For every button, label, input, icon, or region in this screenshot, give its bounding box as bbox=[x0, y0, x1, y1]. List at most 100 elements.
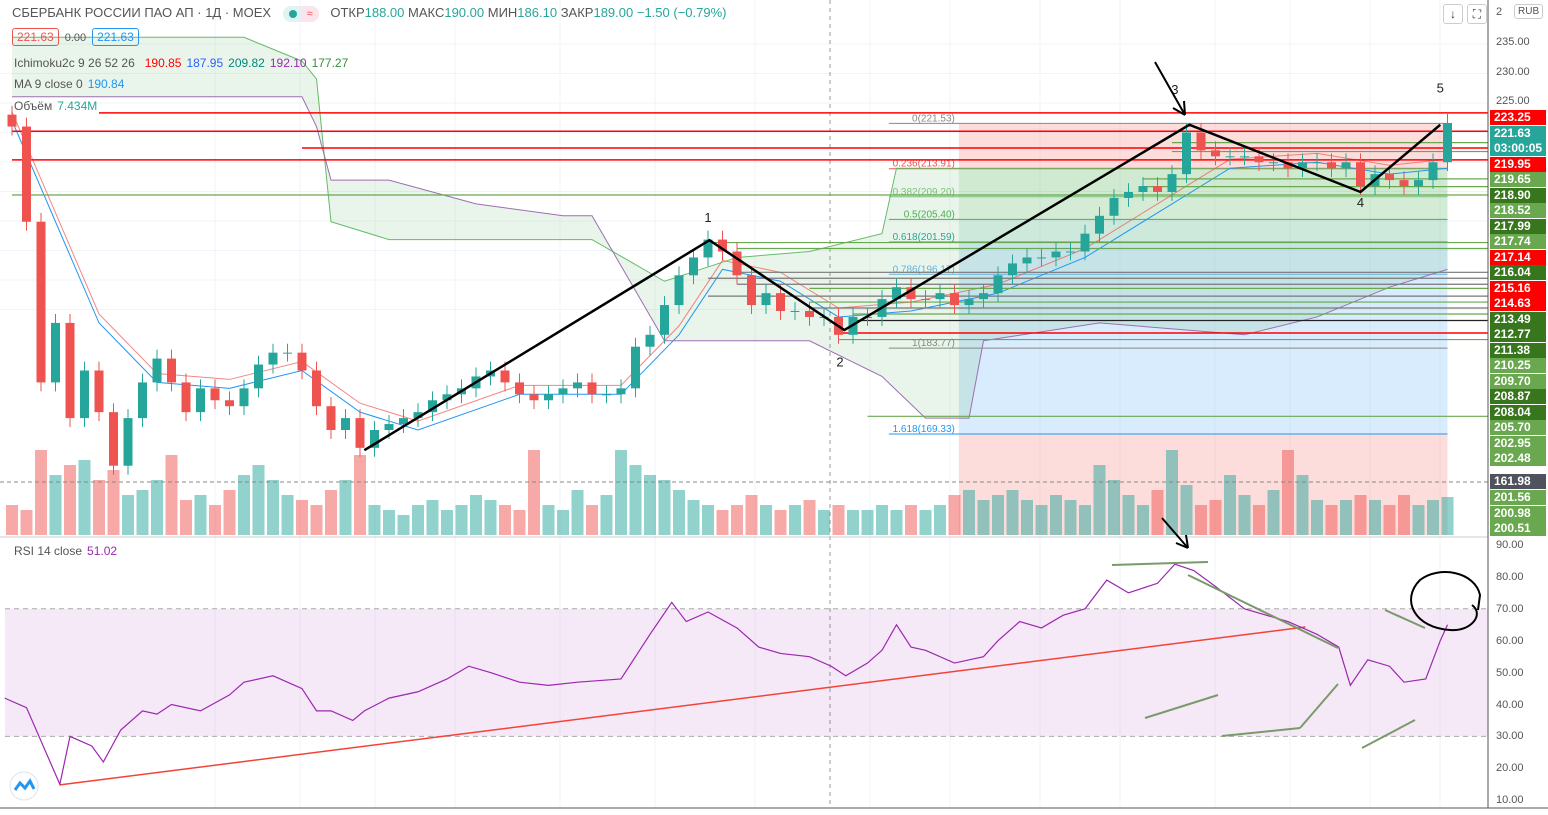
candle-body bbox=[921, 299, 930, 301]
candle-body bbox=[152, 358, 162, 383]
candle-body bbox=[1167, 174, 1177, 192]
high-label: МАКС bbox=[408, 5, 445, 20]
ma-legend[interactable]: MA 9 close 0 190.84 bbox=[14, 77, 124, 91]
candle-body bbox=[544, 394, 553, 401]
spread-value: 0.00 bbox=[64, 32, 87, 44]
wave-label: 3 bbox=[1171, 82, 1178, 97]
volume-bar bbox=[600, 495, 613, 535]
ma-label: MA 9 close 0 bbox=[14, 77, 83, 91]
volume-bar bbox=[107, 470, 120, 535]
volume-bar bbox=[1354, 495, 1367, 535]
volume-bar bbox=[528, 450, 540, 535]
rsi-legend[interactable]: RSI 14 close 51.02 bbox=[14, 544, 117, 558]
candle-body bbox=[413, 412, 423, 419]
volume-bar bbox=[1398, 495, 1410, 535]
fullscreen-button[interactable]: ⛶ bbox=[1467, 4, 1487, 24]
volume-bar bbox=[368, 505, 381, 535]
symbol-title[interactable]: СБЕРБАНК РОССИИ ПАО АП · 1Д · MOEX bbox=[12, 5, 272, 20]
volume-bar bbox=[847, 510, 859, 535]
candle-body bbox=[268, 352, 278, 365]
volume-bar bbox=[1209, 500, 1222, 535]
volume-bar bbox=[789, 505, 801, 535]
candle-body bbox=[587, 382, 597, 395]
candle-body bbox=[674, 275, 684, 306]
volume-bar bbox=[470, 495, 482, 535]
volume-bar bbox=[905, 505, 917, 535]
fib-zone bbox=[958, 348, 1448, 434]
market-status-pill[interactable]: ≈ bbox=[282, 5, 319, 22]
volume-bar bbox=[1151, 490, 1164, 535]
scroll-to-latest-button[interactable]: ↓ bbox=[1443, 4, 1463, 24]
candle-body bbox=[399, 418, 408, 425]
price-level-label: 221.63 bbox=[1490, 125, 1546, 141]
candle-body bbox=[747, 275, 756, 306]
rsi-band bbox=[5, 608, 1488, 737]
volume-bar bbox=[774, 510, 787, 535]
rsi-drawing-line bbox=[1221, 727, 1301, 737]
ichimoku-legend[interactable]: Ichimoku2c 9 26 52 26 190.85 187.95 209.82 1… bbox=[14, 56, 348, 70]
candle-body bbox=[80, 370, 89, 419]
rsi-drawing-line bbox=[1111, 561, 1209, 566]
price-tick: 230.00 bbox=[1496, 65, 1530, 78]
candle-body bbox=[297, 352, 307, 371]
candle-body bbox=[1385, 174, 1394, 181]
arrow-annotation bbox=[1154, 61, 1186, 116]
currency-button[interactable]: RUB bbox=[1514, 4, 1544, 19]
volume-bar bbox=[745, 495, 758, 535]
volume-bar bbox=[919, 510, 932, 535]
fib-level-label: 0.236(213.91) bbox=[893, 159, 955, 170]
price-level-label: 217.74 bbox=[1490, 234, 1546, 249]
rsi-tick: 10.00 bbox=[1496, 794, 1524, 807]
volume-bar bbox=[397, 515, 410, 535]
rsi-tick: 30.00 bbox=[1496, 730, 1524, 743]
ichimoku-value: 192.10 bbox=[269, 56, 307, 70]
volume-bar bbox=[426, 500, 439, 535]
volume-bar bbox=[1093, 465, 1106, 535]
candle-body bbox=[718, 239, 727, 252]
price-level-label: 223.25 bbox=[1490, 110, 1546, 125]
candle-body bbox=[225, 400, 234, 407]
candle-body bbox=[1312, 162, 1322, 164]
candle-body bbox=[1428, 162, 1438, 181]
candle-body bbox=[1109, 197, 1119, 216]
candle-body bbox=[1254, 156, 1264, 163]
arrow-annotation bbox=[1161, 517, 1189, 549]
buy-price-button[interactable]: 221.63 bbox=[92, 28, 139, 46]
volume-bar bbox=[1035, 505, 1048, 535]
candle-body bbox=[1341, 162, 1351, 169]
candle-body bbox=[1298, 162, 1307, 169]
sell-price-button[interactable]: 221.63 bbox=[12, 28, 59, 46]
volume-bar bbox=[281, 495, 294, 535]
volume-legend[interactable]: Объём 7.434M bbox=[14, 99, 97, 113]
price-level-label: 202.48 bbox=[1490, 451, 1546, 466]
volume-bar bbox=[818, 510, 830, 535]
candle-body bbox=[109, 412, 118, 466]
volume-bar bbox=[64, 465, 76, 535]
quote-boxes: 221.63 0.00 221.63 bbox=[12, 28, 145, 46]
volume-bar bbox=[803, 500, 816, 535]
price-level-label: 213.49 bbox=[1490, 311, 1546, 327]
volume-bar bbox=[1224, 475, 1236, 535]
volume-bar bbox=[93, 480, 105, 535]
wave-label: 4 bbox=[1357, 195, 1364, 210]
candle-body bbox=[776, 293, 785, 311]
volume-bar bbox=[238, 475, 250, 535]
volume-bar bbox=[557, 510, 569, 535]
price-level-label: 200.98 bbox=[1490, 505, 1546, 521]
high-value: 190.00 bbox=[444, 5, 485, 20]
volume-bar bbox=[513, 510, 526, 535]
rsi-tick: 90.00 bbox=[1496, 539, 1524, 551]
volume-bar bbox=[1137, 505, 1149, 535]
low-label: МИН bbox=[487, 5, 518, 20]
candle-body bbox=[515, 382, 524, 395]
rsi-line bbox=[4, 563, 1449, 787]
candle-body bbox=[732, 251, 742, 276]
fib-level-label: 1(183.77) bbox=[912, 338, 955, 349]
candle-body bbox=[1399, 180, 1409, 187]
price-level-label: 208.87 bbox=[1490, 389, 1546, 404]
volume-bar bbox=[339, 480, 352, 535]
ichimoku-value: 177.27 bbox=[311, 56, 349, 70]
volume-bar bbox=[484, 500, 497, 535]
fib-zone bbox=[958, 168, 1448, 197]
